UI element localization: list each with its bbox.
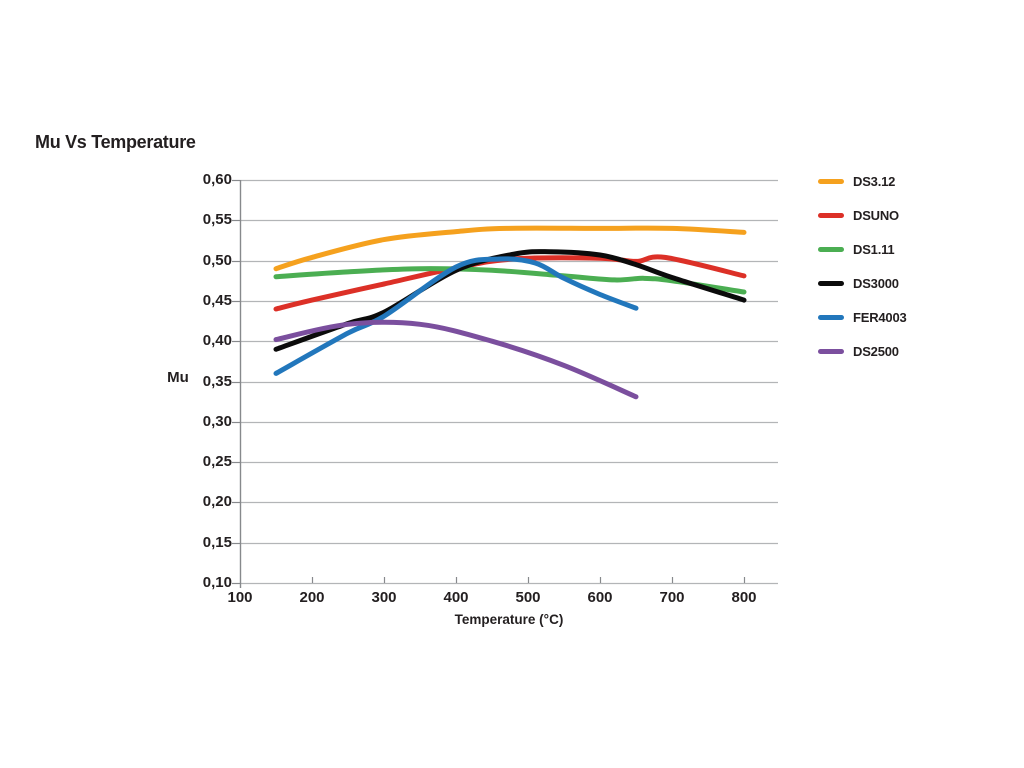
legend-swatch-icon [818,348,844,354]
legend-swatch-icon [818,314,844,320]
series-line-ds2500 [273,319,639,400]
series-line-ds3.12 [273,225,747,272]
legend-label: DS2500 [853,343,899,359]
legend-entry-fer4003: FER4003 [818,300,907,334]
series-line-ds3000 [273,249,747,352]
legend-label: DS1.11 [853,241,895,257]
legend-entry-ds3.12: DS3.12 [818,164,907,198]
x-axis-title: Temperature (°C) [454,612,564,627]
legend-swatch-icon [818,212,844,218]
legend-swatch-icon [818,178,844,184]
legend-label: DS3.12 [853,173,896,189]
series-line-fer4003 [273,256,639,376]
y-axis-title: Mu [167,369,189,386]
legend-entry-ds2500: DS2500 [818,334,907,368]
legend-swatch-icon [818,246,844,252]
legend-entry-ds3000: DS3000 [818,266,907,300]
legend-entry-ds1.11: DS1.11 [818,232,907,266]
legend-label: FER4003 [853,309,907,325]
legend: DS3.12 DSUNO DS1.11 DS3000 FER4003 DS2500 [818,164,907,368]
legend-label: DSUNO [853,207,899,223]
chart-title: Mu Vs Temperature [35,132,196,152]
legend-entry-dsuno: DSUNO [818,198,907,232]
legend-swatch-icon [818,280,844,286]
legend-label: DS3000 [853,275,899,291]
